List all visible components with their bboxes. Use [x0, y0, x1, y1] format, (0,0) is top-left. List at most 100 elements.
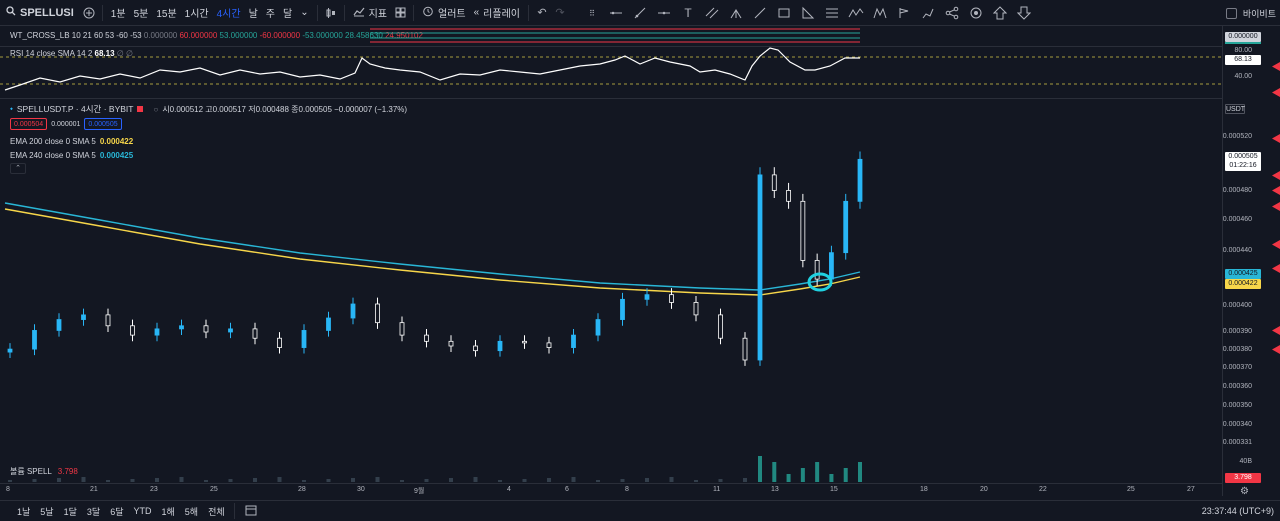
sell-price-box[interactable]: 0.000504 — [10, 118, 48, 130]
alert-flag[interactable] — [1272, 202, 1280, 211]
buy-price-box[interactable]: 0.000505 — [84, 118, 122, 130]
text-tool-icon[interactable]: T — [684, 6, 692, 20]
prediction-icon[interactable] — [894, 3, 914, 23]
volume-bar — [669, 477, 674, 482]
volume-bar — [547, 478, 551, 482]
alert-flag[interactable] — [1272, 88, 1280, 97]
range-5y[interactable]: 5해 — [184, 506, 199, 517]
redo-icon[interactable]: ↷ — [555, 7, 565, 19]
bybit-checkbox[interactable] — [1225, 7, 1237, 19]
candle-body — [718, 314, 723, 339]
marker-icon[interactable] — [966, 3, 986, 23]
price-label-0.000350: 0.000350 — [1222, 402, 1252, 409]
volume-bar — [645, 478, 649, 482]
candle-body — [424, 334, 429, 342]
range-6m[interactable]: 6달 — [110, 506, 124, 517]
ema240-axis-tag: 0.000425 — [1225, 269, 1261, 279]
interval-4h[interactable]: 4시간 — [216, 9, 241, 20]
replay-button[interactable]: « 리플레이 — [470, 2, 524, 24]
range-3m[interactable]: 3달 — [86, 506, 101, 517]
fib-retracement-icon[interactable] — [822, 3, 842, 23]
horizontal-ray-icon[interactable] — [654, 3, 674, 23]
price-label-0.000380: 0.000380 — [1222, 346, 1252, 353]
interval-week[interactable]: 주 — [265, 9, 275, 20]
symbol-search-button[interactable]: SPELLUSI — [0, 0, 80, 26]
indicators-button[interactable]: 지표 — [349, 2, 391, 24]
symbol-logo-icon: ⬩ — [10, 104, 13, 113]
range-ytd[interactable]: YTD — [133, 506, 152, 516]
eye-icon[interactable]: ○ — [153, 104, 159, 114]
settings-gear-icon[interactable]: ⚙ — [1240, 486, 1249, 497]
main-legend: ⬩ SPELLUSDT.P · 4시간 · BYBIT ○ 시0.000512 … — [10, 103, 407, 115]
range-1y[interactable]: 1해 — [161, 506, 175, 517]
collapse-legend-button[interactable]: ⌃ — [10, 163, 26, 174]
candle-body — [843, 200, 849, 254]
wt-value-4: -53.000000 — [302, 31, 343, 40]
candle-body — [154, 328, 160, 336]
wt-cross-label: WT_CROSS_LB 10 21 60 53 -60 -53 — [10, 31, 142, 40]
drag-handle-icon[interactable]: ⠿ — [589, 8, 595, 18]
alert-flag[interactable] — [1272, 171, 1280, 180]
brush-icon[interactable] — [918, 3, 938, 23]
clock[interactable]: 23:37:44 (UTC+9) — [1201, 506, 1274, 516]
interval-15m[interactable]: 15분 — [156, 9, 177, 20]
price-label-0.000370: 0.000370 — [1222, 364, 1252, 371]
candle-body — [571, 334, 576, 348]
currency-selector[interactable]: USDT — [1225, 104, 1246, 114]
add-symbol-icon[interactable] — [80, 4, 98, 22]
triangle-ruler-icon[interactable] — [798, 3, 818, 23]
time-label: 8 — [625, 486, 629, 493]
price-axis[interactable]: 0.000000 80.00 68.13 40.00 USDT 0.000520… — [1222, 26, 1280, 496]
ema240-legend: EMA 240 close 0 SMA 5 0.000425 — [10, 151, 133, 160]
range-5d[interactable]: 5날 — [40, 506, 54, 517]
alert-flag[interactable] — [1272, 264, 1280, 273]
top-right-controls: 바이비트 — [1225, 0, 1280, 26]
ema200-legend: EMA 200 close 0 SMA 5 0.000422 — [10, 137, 133, 146]
layout-grid-icon[interactable] — [391, 4, 409, 22]
alert-flag[interactable] — [1272, 62, 1280, 71]
elliott-wave-icon[interactable] — [846, 3, 866, 23]
parallel-channel-icon[interactable] — [702, 3, 722, 23]
date-range-icon[interactable] — [245, 504, 257, 519]
share-icon[interactable] — [942, 3, 962, 23]
interval-1m[interactable]: 1분 — [110, 9, 126, 20]
price-chart[interactable] — [0, 26, 1222, 483]
range-1m[interactable]: 1달 — [63, 506, 77, 517]
pitchfork-icon[interactable] — [726, 3, 746, 23]
ray-icon[interactable] — [750, 3, 770, 23]
interval-1h[interactable]: 1시간 — [184, 9, 209, 20]
candle-body — [742, 337, 748, 361]
ema-240-line — [4, 202, 861, 291]
range-all[interactable]: 전체 — [208, 506, 225, 517]
alert-button[interactable]: 얼러트 — [418, 2, 470, 24]
time-label: 8 — [6, 486, 10, 493]
alert-flag[interactable] — [1272, 345, 1280, 354]
volume-bar — [858, 462, 862, 482]
trend-line-icon[interactable] — [630, 3, 650, 23]
interval-5m[interactable]: 5분 — [133, 9, 149, 20]
divider — [527, 4, 529, 21]
alert-flag[interactable] — [1272, 186, 1280, 195]
divider — [233, 503, 235, 519]
time-label: 28 — [298, 486, 306, 493]
range-1d[interactable]: 1날 — [17, 506, 31, 517]
candle-body — [757, 174, 763, 361]
horizontal-line-icon[interactable] — [606, 3, 626, 23]
alert-flag[interactable] — [1272, 134, 1280, 143]
undo-icon[interactable]: ↶ — [537, 7, 547, 19]
time-axis[interactable]: 8 21 23 25 28 30 9월 4 6 8 11 13 15 18 20… — [0, 483, 1222, 497]
interval-dropdown-icon[interactable]: ⌄ — [300, 7, 309, 18]
arrow-down-icon[interactable] — [1014, 3, 1034, 23]
volume-label: 볼륨 SPELL — [10, 467, 52, 476]
time-label: 15 — [830, 486, 838, 493]
volume-bar — [571, 477, 576, 482]
arrow-up-icon[interactable] — [990, 3, 1010, 23]
alert-flag[interactable] — [1272, 326, 1280, 335]
alert-flag[interactable] — [1272, 240, 1280, 249]
rectangle-icon[interactable] — [774, 3, 794, 23]
wt-value-5: 28.458630 — [345, 31, 383, 40]
interval-day[interactable]: 날 — [248, 9, 258, 20]
pattern-icon[interactable] — [870, 3, 890, 23]
interval-month[interactable]: 달 — [283, 9, 293, 20]
candle-style-icon[interactable] — [322, 4, 340, 22]
